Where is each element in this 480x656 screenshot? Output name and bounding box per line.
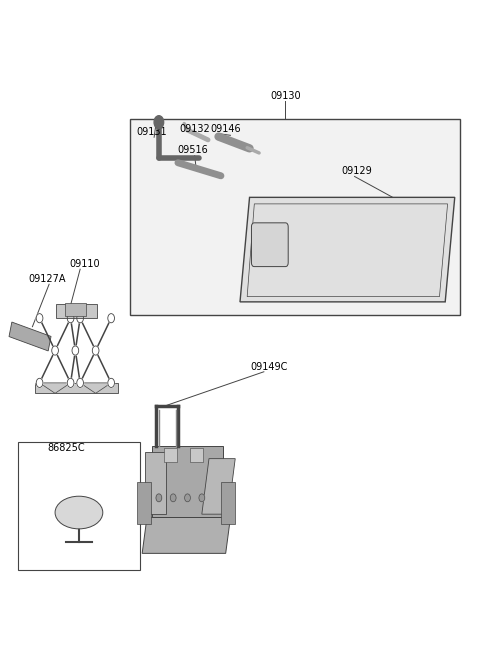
Bar	[65, 303, 86, 316]
Text: 09149C: 09149C	[250, 362, 288, 372]
Circle shape	[52, 346, 59, 355]
Circle shape	[67, 314, 74, 323]
Bar	[56, 304, 97, 318]
Polygon shape	[39, 383, 71, 394]
Text: 09146: 09146	[210, 124, 241, 134]
Circle shape	[77, 379, 84, 388]
Text: 09129: 09129	[342, 166, 372, 176]
Text: 09127A: 09127A	[28, 274, 65, 284]
Text: 09130: 09130	[270, 91, 300, 101]
Circle shape	[72, 346, 79, 355]
Circle shape	[108, 379, 115, 388]
Circle shape	[156, 494, 162, 502]
Ellipse shape	[55, 496, 103, 529]
Circle shape	[77, 314, 84, 323]
Bar	[130, 119, 459, 315]
Circle shape	[67, 379, 74, 388]
Text: 86825C: 86825C	[47, 443, 84, 453]
Circle shape	[185, 494, 191, 502]
FancyBboxPatch shape	[252, 223, 288, 266]
Circle shape	[199, 494, 204, 502]
Circle shape	[170, 494, 176, 502]
Circle shape	[36, 314, 43, 323]
Bar	[137, 482, 151, 524]
Polygon shape	[202, 459, 235, 514]
Text: 09131: 09131	[136, 127, 167, 137]
Polygon shape	[240, 197, 455, 302]
Bar	[9, 322, 51, 351]
Text: 09110: 09110	[70, 259, 100, 269]
Bar	[18, 442, 140, 569]
Polygon shape	[152, 445, 223, 518]
Polygon shape	[142, 518, 230, 554]
Polygon shape	[80, 383, 111, 394]
Polygon shape	[144, 452, 166, 514]
Circle shape	[92, 346, 99, 355]
Bar	[164, 447, 177, 462]
Bar	[190, 447, 203, 462]
Circle shape	[154, 115, 164, 129]
Bar	[221, 482, 235, 524]
Text: 09132: 09132	[180, 124, 210, 134]
Circle shape	[108, 314, 115, 323]
Circle shape	[36, 379, 43, 388]
Text: 09516: 09516	[177, 146, 208, 155]
Bar	[35, 383, 118, 394]
